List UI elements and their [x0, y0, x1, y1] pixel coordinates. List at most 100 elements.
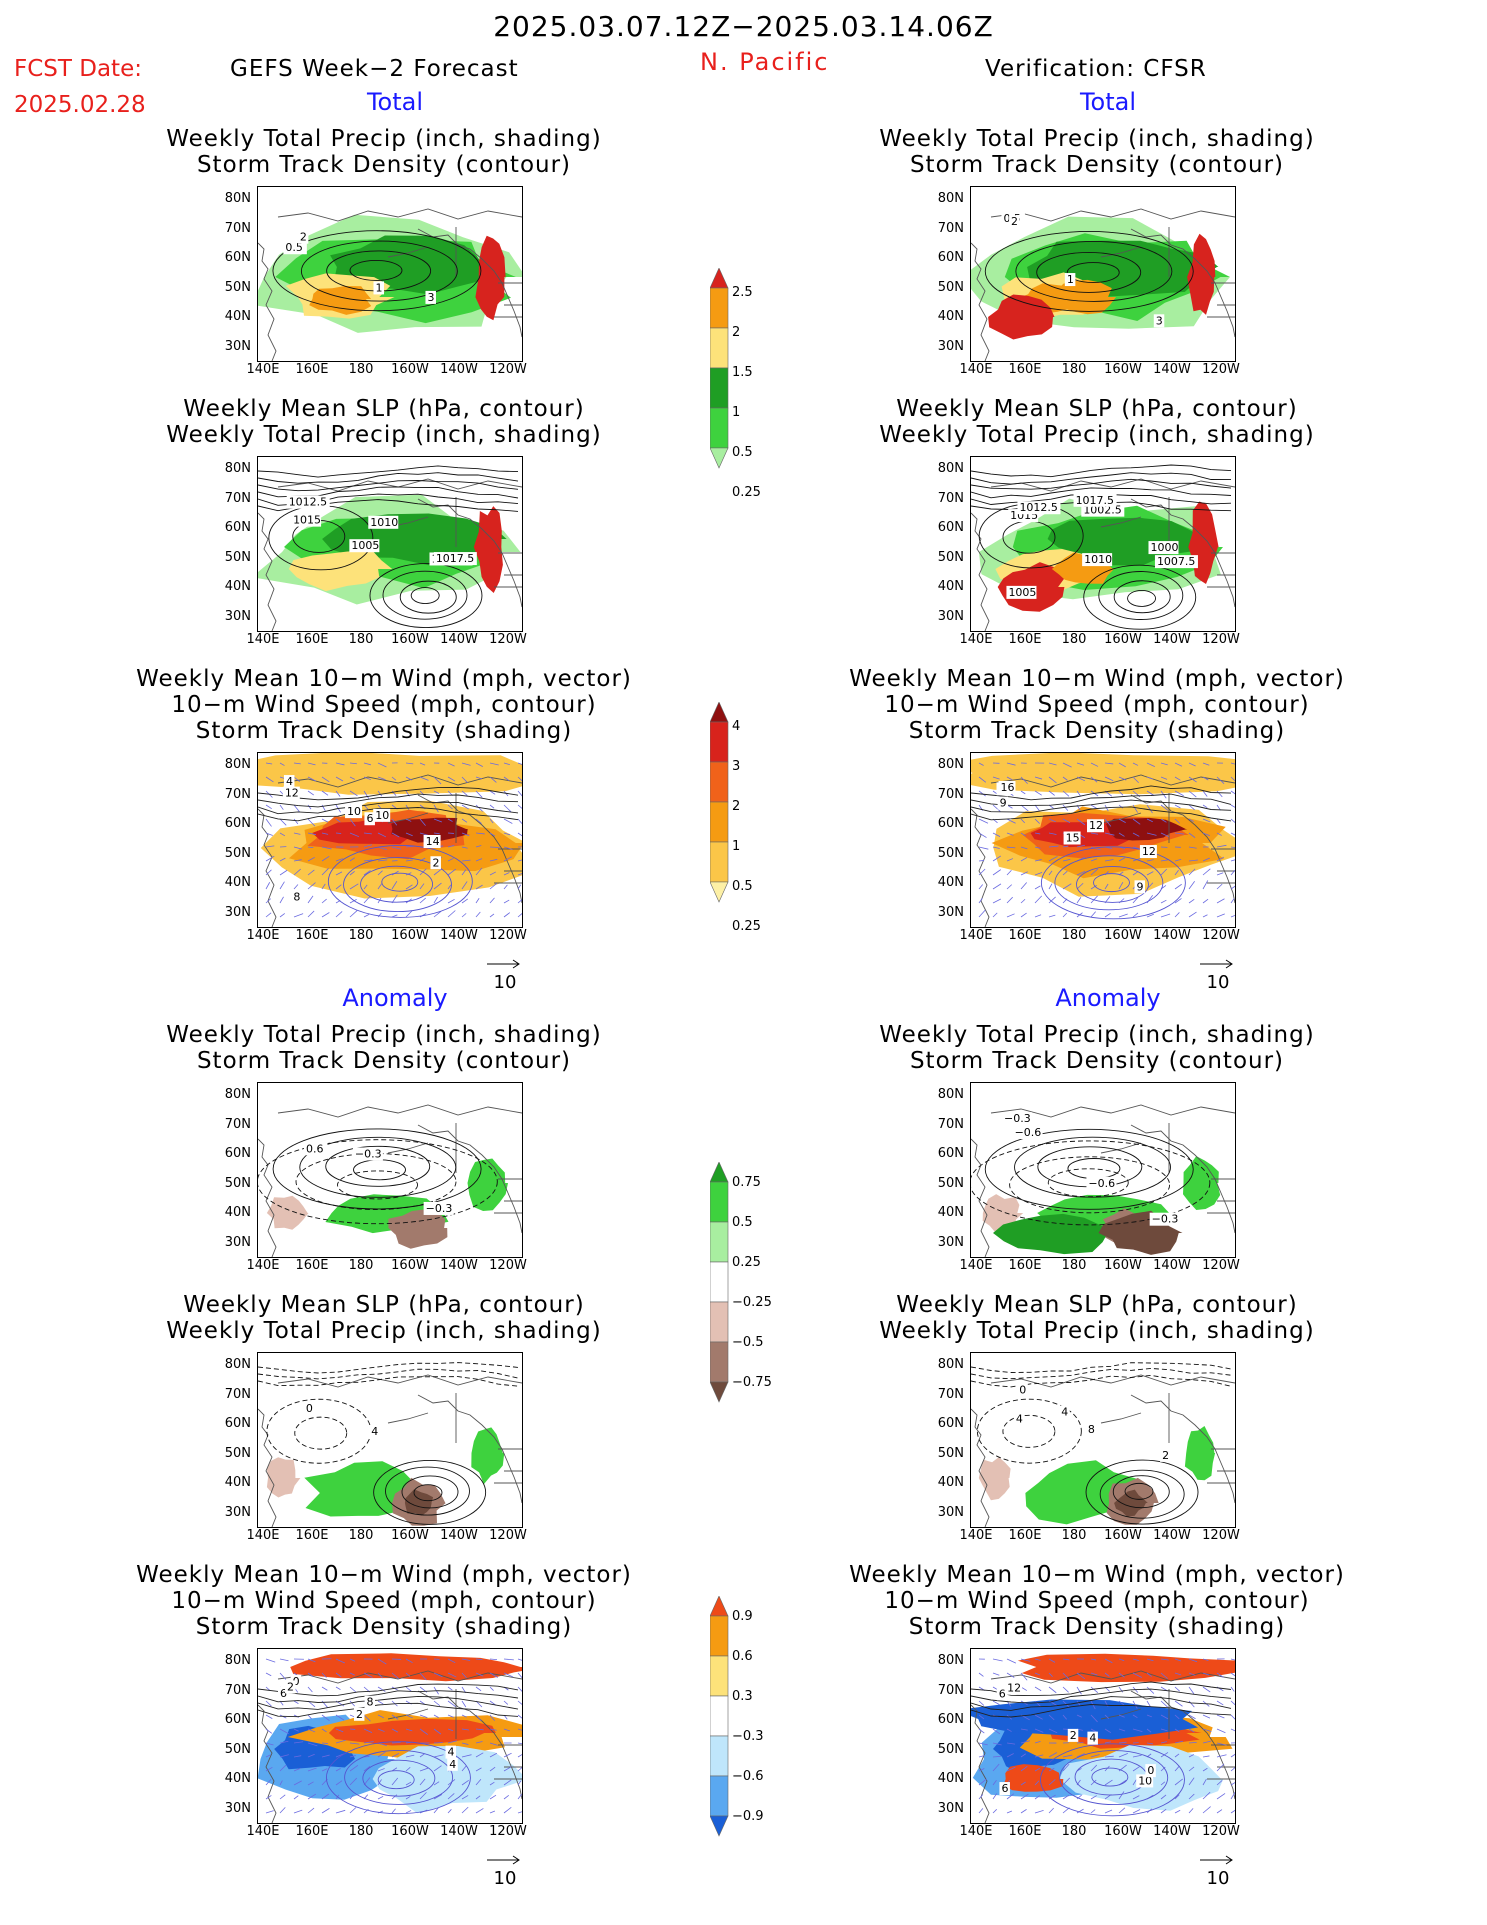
date-range-title: 2025.03.07.12Z−2025.03.14.06Z — [493, 10, 994, 43]
lon-label: 140W — [1153, 928, 1191, 943]
lon-label: 140E — [959, 362, 993, 377]
contour-label-bg — [364, 1695, 376, 1709]
contour-label: 4 — [1089, 1732, 1096, 1745]
contour-label-bg — [283, 241, 307, 255]
verification-title: Verification: CFSR — [985, 56, 1207, 82]
contour-label: −0.3 — [355, 1147, 382, 1160]
contour-line — [360, 865, 434, 903]
contour-label: 2 — [1162, 1449, 1169, 1462]
coastline — [258, 774, 522, 927]
colorbar-top-cap — [710, 1162, 729, 1183]
contour-line — [1036, 251, 1142, 293]
colorbar-label: 0.6 — [732, 1649, 753, 1664]
colorbar-top-cap — [710, 268, 729, 289]
lon-label: 140W — [1153, 1528, 1191, 1543]
lat-label: 30N — [224, 338, 251, 354]
contour-label: 12 — [1089, 819, 1103, 832]
lon-label: 140W — [1153, 362, 1191, 377]
lat-label: 40N — [937, 309, 964, 324]
section-anomaly-forecast: Anomaly — [342, 984, 448, 1012]
precip-shading — [988, 294, 1055, 340]
contour-label-bg — [1002, 1112, 1033, 1126]
contour-label-bg — [1087, 819, 1105, 833]
colorbar-label: 0.25 — [732, 485, 761, 500]
contour-label: 2 — [432, 856, 439, 869]
lat-label: 40N — [224, 579, 251, 594]
lon-label: 140W — [1153, 632, 1191, 647]
contour-line — [266, 1398, 372, 1464]
contour-label: 4 — [371, 1425, 378, 1438]
lon-label: 140E — [246, 1528, 280, 1543]
colorbar-swatch — [710, 1695, 729, 1737]
contour-label: 0 — [293, 1675, 300, 1688]
contour-label: 4 — [1061, 1406, 1068, 1419]
contour-label: 1 — [375, 281, 382, 294]
contour-label: 15 — [1066, 831, 1080, 844]
lon-label: 120W — [1202, 1528, 1240, 1543]
lon-label: 160E — [1008, 1528, 1042, 1543]
lat-label: 80N — [224, 757, 251, 772]
contour-label-bg — [1059, 1405, 1070, 1419]
precip-anomaly-shading — [978, 1457, 1011, 1501]
lat-label: 50N — [224, 845, 251, 861]
lon-label: 180 — [1061, 1528, 1087, 1543]
contour-line — [294, 1416, 348, 1450]
lon-label: 140W — [1153, 1258, 1191, 1273]
lat-label: 30N — [937, 1234, 964, 1250]
contour-line — [258, 793, 519, 808]
lat-label: 70N — [224, 1116, 251, 1132]
panel-title: Weekly Mean 10−m Wind (mph, vector) — [849, 666, 1345, 692]
lat-label: 70N — [937, 1386, 964, 1402]
colorbar-label: 0.25 — [732, 1255, 761, 1270]
precip-anomaly-shading — [993, 1213, 1115, 1255]
lat-label: 30N — [224, 904, 251, 920]
contour-line — [1014, 1136, 1171, 1198]
contour-label-bg — [1153, 314, 1165, 328]
lon-label: 160E — [295, 632, 329, 647]
wind-vectors — [978, 762, 1235, 918]
coastline — [971, 1104, 1235, 1257]
contour-line — [971, 1704, 1232, 1718]
lon-label: 140W — [440, 1824, 478, 1839]
vector-reference-label: 10 — [1206, 972, 1230, 993]
contour-label: 10 — [347, 805, 361, 818]
colorbar-label: 0.9 — [732, 1609, 753, 1624]
lon-label: 120W — [489, 928, 527, 943]
contour-label: 1005 — [1008, 586, 1036, 599]
lat-label: 30N — [937, 1504, 964, 1520]
colorbar-swatch — [710, 1341, 729, 1383]
precip-anomaly-shading — [404, 1489, 434, 1516]
contour-label-bg — [373, 808, 391, 822]
track-anomaly-shading — [971, 1699, 1199, 1740]
contour-label-bg — [996, 1687, 1008, 1701]
lon-label: 160W — [1104, 362, 1142, 377]
precip-shading — [1187, 233, 1216, 315]
contour-label-bg — [1136, 1774, 1154, 1788]
lat-label: 40N — [937, 579, 964, 594]
lat-label: 80N — [224, 1087, 251, 1102]
contour-label: 1 — [1067, 273, 1074, 286]
contour-label-bg — [1085, 1422, 1097, 1436]
contour-line — [1040, 1743, 1185, 1817]
map-panel-wind_track-total-verification: 91296151216 — [970, 752, 1236, 928]
lat-label: 70N — [224, 786, 251, 802]
contour-label-bg — [445, 1745, 457, 1759]
contour-label-bg — [1063, 831, 1081, 845]
contour-label-bg — [285, 1680, 296, 1694]
section-total-forecast: Total — [366, 88, 424, 116]
lon-label: 160W — [1104, 1824, 1142, 1839]
contour-line — [1047, 1168, 1129, 1198]
contour-line — [971, 793, 1232, 806]
coastline — [258, 1374, 522, 1527]
contour-line — [971, 1362, 1232, 1373]
lat-label: 30N — [937, 904, 964, 920]
lon-label: 160W — [391, 1824, 429, 1839]
colorbar-swatch — [710, 1301, 729, 1343]
contour-line — [349, 259, 403, 281]
panel-title: Weekly Mean SLP (hPa, contour) — [896, 396, 1298, 422]
lon-label: 160W — [391, 1258, 429, 1273]
lon-label: 140E — [246, 1258, 280, 1273]
map-panel-wind_track-total-forecast: 4 6 2 12 10 14 8 10 — [257, 752, 523, 928]
contour-line — [353, 1159, 406, 1181]
lat-label: 40N — [224, 1771, 251, 1786]
